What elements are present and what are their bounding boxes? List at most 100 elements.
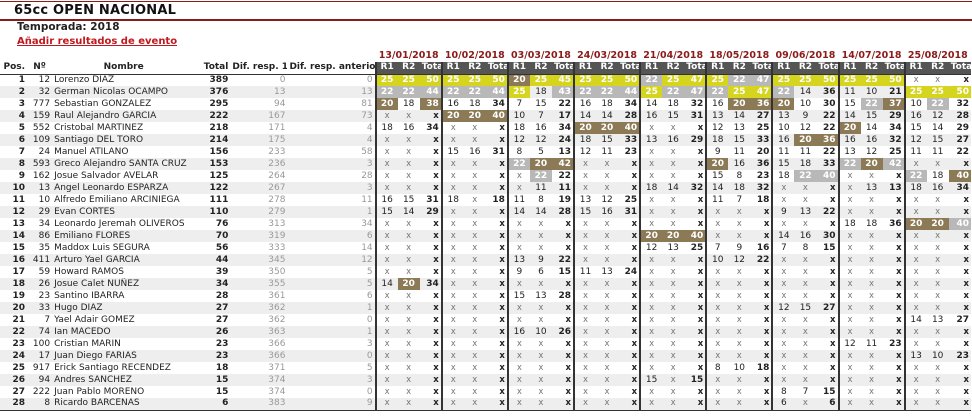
round2-points: 25	[596, 74, 619, 86]
round1-points: x	[639, 398, 663, 411]
table-row[interactable]: 21 7 Yael Adair GOMEZ 27 362 0 x x x x x x x x x x x x x x x…	[0, 314, 971, 326]
event-total-points: 47	[750, 74, 773, 86]
table-row[interactable]: 7 24 Manuel ATILANO 156 233 58 x x x 15 16 31 8 5 13 12…	[0, 146, 971, 158]
table-row[interactable]: 27 222 Juan Pablo MORENO 15 374 0 x x x x x x x x x x x x…	[0, 386, 971, 398]
add-event-results-link[interactable]: Añadir resultados de evento	[17, 36, 178, 47]
event-date-header[interactable]: 10/02/2018	[444, 50, 505, 61]
table-row[interactable]: 4 159 Raul Alejandro GARCIA 222 167 73 x x x 20 20…	[0, 110, 971, 122]
table-row[interactable]: 24 17 Juan Diego FARIAS 23 366 0 x x x x x x x x x x x x x…	[0, 350, 971, 362]
round1-points: x	[573, 314, 597, 326]
event-total-points: x	[684, 350, 707, 362]
table-row[interactable]: 23 100 Cristian MARIN 23 366 3 x x x x x x x x x x x x x x x…	[0, 338, 971, 350]
event-date-header[interactable]: 18/05/2018	[709, 50, 770, 61]
round2-points: x	[794, 278, 817, 290]
event-total-points: x	[816, 326, 839, 338]
table-row[interactable]: 10 13 Angel Leonardo ESPARZA 122 267 3 x x x x x x x…	[0, 182, 971, 194]
event-total-points: 28	[948, 110, 971, 122]
table-row[interactable]: 25 917 Erick Santiago RECENDEZ 18 371 5 x x x x x x…	[0, 362, 971, 374]
event-total-points: x	[618, 254, 641, 266]
table-row[interactable]: 14 86 Emiliano FLORES 70 319 6 x x x x x x x x x x x x 20 2…	[0, 230, 971, 242]
event-date-header[interactable]: 25/08/2018	[907, 50, 968, 61]
table-row[interactable]: 9 162 Josue Salvador AVELAR 125 264 28 x x x x x x x…	[0, 170, 971, 182]
round1-points: 18	[506, 122, 530, 134]
round2-points: 16	[469, 146, 481, 157]
round1-points: x	[440, 266, 464, 278]
col-dif-previous[interactable]: Dif. resp. anterior	[287, 62, 376, 75]
round1-points: 25	[771, 74, 795, 86]
event-date-header[interactable]: 14/07/2018	[841, 50, 902, 61]
table-row[interactable]: 1 12 Lorenzo DIAZ 389 0 0 25 25 50 25 25 50 20 25 45 25…	[0, 74, 971, 86]
rider-total: 44	[195, 254, 231, 266]
round1-points: x	[837, 350, 861, 362]
round2-points: x	[728, 230, 751, 242]
event-total-points: 23	[948, 350, 971, 362]
event-total-points: 50	[419, 74, 442, 86]
table-row[interactable]: 18 26 Josue Calet NUÑEZ 34 355 5 14 20 34 x x x x x x x…	[0, 278, 971, 290]
table-row[interactable]: 15 35 Maddox Luis SEGURA 56 333 14 x x x x x x x x x x x…	[0, 242, 971, 254]
round1-points: x	[440, 278, 464, 290]
col-pos[interactable]: Pos.	[0, 62, 28, 75]
table-row[interactable]: 26 94 Andres SANCHEZ 15 374 3 x x x x x x x x x x x x 15 x 1…	[0, 374, 971, 386]
round2-points: x	[604, 386, 610, 397]
table-row[interactable]: 8 593 Greco Alejandro SANTA CRUZ 153 236 3 x x x…	[0, 158, 971, 170]
event-total-points: x	[618, 302, 641, 314]
round2-points: 12	[865, 146, 878, 157]
round1-points: x	[374, 110, 398, 122]
round1-points: x	[573, 326, 597, 338]
round2-points: x	[604, 170, 610, 181]
dif-first: 383	[230, 398, 288, 411]
event-date-header[interactable]: 21/04/2018	[643, 50, 704, 61]
event-date-header[interactable]: 13/01/2018	[378, 50, 439, 61]
dif-first: 313	[268, 218, 286, 229]
dif-previous: 5	[366, 266, 373, 277]
round1-points: x	[440, 122, 464, 134]
dif-first: 167	[230, 110, 288, 122]
round2-points: x	[728, 278, 751, 290]
round1-points: x	[573, 398, 597, 411]
rider-number: 34	[38, 218, 51, 229]
table-row[interactable]: 13 34 Leonardo Jeremah OLIVEROS 76 313 34 x x x x…	[0, 218, 971, 230]
round1-points: 22	[506, 158, 530, 170]
rider-number: 552	[32, 122, 51, 133]
event-total-points: x	[697, 386, 704, 397]
col-r1: R1	[903, 62, 927, 75]
round1-points: x	[705, 266, 729, 278]
round2-points: x	[869, 266, 875, 277]
round2-points: x	[670, 338, 676, 349]
round1-points: 16	[903, 110, 927, 122]
table-row[interactable]: 12 29 Evan CORTES 110 279 1 15 14 29 x x x 14 14 28 15 1…	[0, 206, 971, 218]
event-date-header[interactable]: 03/03/2018	[511, 50, 571, 61]
round2-points: x	[670, 146, 676, 157]
round2-points: 25	[397, 74, 420, 86]
rider-total: 153	[195, 158, 231, 170]
event-date-header[interactable]: 09/06/2018	[775, 50, 836, 61]
round1-points: x	[705, 386, 729, 398]
rider-total: 15	[215, 386, 229, 397]
event-date-header[interactable]: 24/03/2018	[577, 50, 637, 61]
table-row[interactable]: 20 33 Hugo DIAZ 27 362 1 x x x x x x x x x x x x x x x x x x 12 1…	[0, 302, 971, 314]
event-total-points: 30	[816, 230, 839, 242]
rider-total: 26	[195, 326, 231, 338]
round2-points: 22	[596, 86, 619, 98]
table-row[interactable]: 11 10 Alfredo Emiliano ARCINIEGA 111 278 11 16…	[0, 194, 971, 206]
table-row[interactable]: 5 552 Cristobal MARTINEZ 218 171 4 18 16 34 x x x 18…	[0, 122, 971, 134]
table-row[interactable]: 19 23 Santino IBARRA 28 361 6 x x x x x x 15 13 28 x x x x…	[0, 290, 971, 302]
col-name[interactable]: Nombre	[52, 62, 196, 75]
table-row[interactable]: 17 59 Howard RAMOS 39 350 5 x x x x x x 9 6 15 11 13 24 x x…	[0, 266, 971, 278]
round2-points: x	[860, 254, 883, 266]
round1-points: x	[440, 242, 464, 254]
col-number[interactable]: Nº	[27, 62, 53, 75]
table-row[interactable]: 2 32 German Nicolas OCAMPO 376 13 13 22 22 44 22 2…	[0, 86, 971, 98]
round1-points: x	[639, 218, 663, 230]
table-row[interactable]: 22 74 Ian MACEDO 26 363 1 x x x x x x 16 10 26 x x x x x x x x…	[0, 326, 971, 338]
round2-points: 11	[865, 338, 878, 349]
event-total-points: x	[750, 278, 773, 290]
table-row[interactable]: 6 109 Santiago DEL TORO 214 175 4 x x x x x x 12 12 24…	[0, 134, 971, 146]
header-top-rule	[0, 1, 972, 2]
table-row[interactable]: 16 411 Arturo Yael GARCIA 44 345 12 x x x x x x 13 9 2…	[0, 254, 971, 266]
table-row[interactable]: 3 777 Sebastian GONZALEZ 295 94 81 20 18 38 16 18 3…	[0, 98, 971, 110]
table-row[interactable]: 28 8 Ricardo BARCENAS 6 383 9 x x x x x x x x x x x x x x x x…	[0, 398, 971, 411]
col-total[interactable]: Total	[195, 62, 231, 75]
col-dif-first[interactable]: Dif. resp. 1º	[230, 62, 288, 75]
round1-points: x	[837, 266, 861, 278]
